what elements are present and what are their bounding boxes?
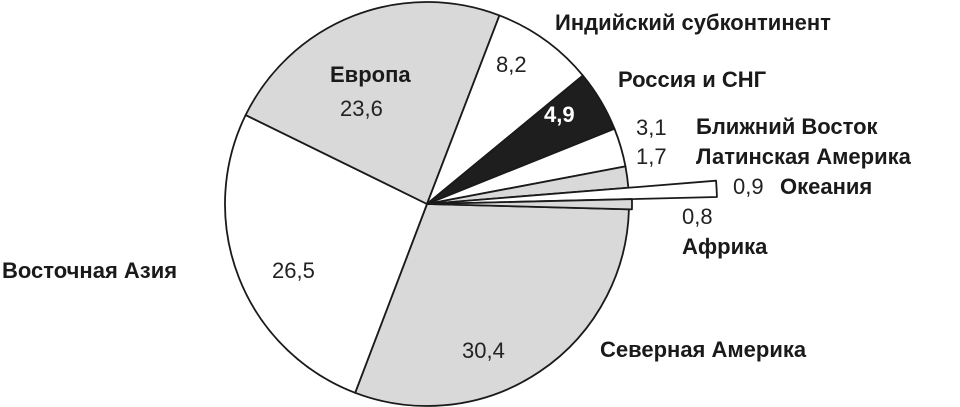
value-label-middle-east: 3,1 — [636, 115, 667, 140]
value-label-africa: 0,8 — [682, 204, 713, 229]
category-label-east-asia: Восточная Азия — [2, 258, 177, 283]
category-label-north-america: Северная Америка — [600, 337, 807, 362]
category-label-europe: Европа — [330, 62, 411, 87]
category-label-oceania: Океания — [780, 174, 872, 199]
pie-slice-north-america — [354, 203, 630, 407]
value-label-latin-america: 1,7 — [636, 144, 667, 169]
pie-slices — [224, 1, 718, 407]
category-label-russia-cis: Россия и СНГ — [618, 67, 767, 92]
pie-slice-oceania — [426, 179, 718, 205]
category-label-middle-east: Ближний Восток — [696, 114, 879, 139]
value-label-oceania: 0,9 — [733, 174, 764, 199]
value-label-russia-cis: 4,9 — [544, 102, 575, 127]
value-label-north-america: 30,4 — [462, 338, 505, 363]
pie-slice-africa — [426, 198, 633, 211]
category-label-indian-subcontinent: Индийский субконтинент — [555, 10, 831, 35]
pie-labels: 30,4 Северная Америка 26,5 Восточная Ази… — [2, 10, 912, 363]
category-label-africa: Африка — [682, 234, 768, 259]
value-label-europe: 23,6 — [340, 96, 383, 121]
pie-slice-indian-subcontinent — [426, 14, 584, 205]
pie-slice-east-asia — [224, 114, 428, 394]
category-label-latin-america: Латинская Америка — [696, 144, 912, 169]
pie-slice-europe — [244, 1, 501, 205]
value-label-indian-subcontinent: 8,2 — [496, 52, 527, 77]
value-label-east-asia: 26,5 — [272, 258, 315, 283]
